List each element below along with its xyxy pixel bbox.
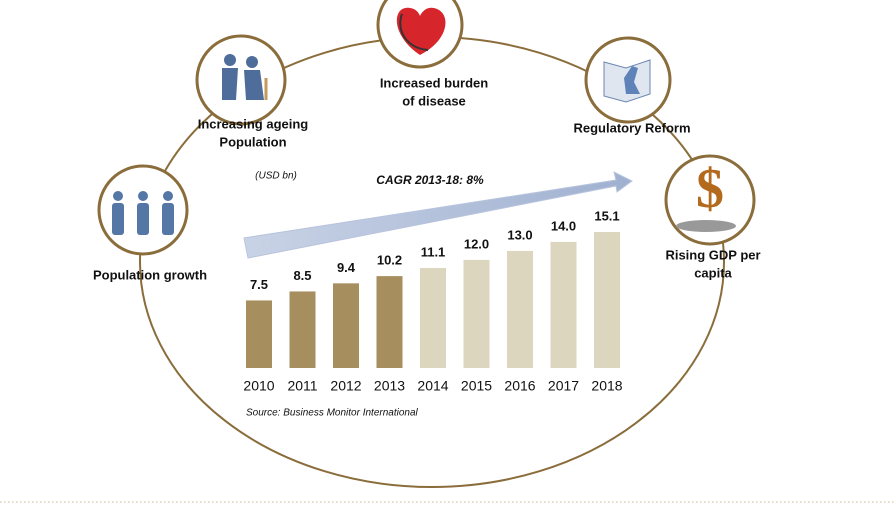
- bar: [420, 268, 446, 368]
- bar: [333, 283, 359, 368]
- value-label: 12.0: [464, 236, 489, 251]
- x-tick-label: 2014: [417, 378, 448, 394]
- value-label: 13.0: [507, 227, 532, 242]
- infographic: $ (USD bn) CAGR 2013-18: 8% Source: Busi…: [0, 0, 894, 519]
- x-tick-label: 2010: [243, 378, 274, 394]
- x-tick-label: 2017: [548, 378, 579, 394]
- x-tick-label: 2016: [504, 378, 535, 394]
- x-tick-label: 2012: [330, 378, 361, 394]
- page: {"chart_data": { "type": "bar", "unit_la…: [0, 0, 894, 519]
- driver-label: Regulatory Reform: [573, 120, 690, 135]
- driver-label: of disease: [402, 93, 466, 108]
- bar: [377, 276, 403, 368]
- driver-label: Increased burden: [380, 75, 488, 90]
- annotation: CAGR 2013-18: 8%: [376, 173, 484, 187]
- value-label: 15.1: [594, 208, 619, 223]
- driver-label: Rising GDP per: [665, 247, 760, 262]
- icon-heart: [378, 0, 462, 67]
- icon-book: [586, 38, 670, 122]
- unit-label: (USD bn): [255, 171, 297, 182]
- value-label: 8.5: [293, 268, 311, 283]
- value-label: 9.4: [337, 260, 356, 275]
- driver-label: capita: [694, 265, 732, 280]
- svg-text:$: $: [696, 158, 724, 220]
- driver-label: Population growth: [93, 267, 207, 282]
- icon-ageing: [197, 36, 285, 124]
- driver-label: Population: [219, 134, 286, 149]
- bar: [246, 300, 272, 368]
- value-label: 10.2: [377, 253, 402, 268]
- icon-dollar: $: [666, 156, 754, 244]
- icon-population: [99, 166, 187, 254]
- value-label: 11.1: [421, 244, 446, 259]
- bar: [594, 232, 620, 368]
- bar: [290, 291, 316, 368]
- driver-label: Increasing ageing: [198, 116, 309, 131]
- x-tick-label: 2018: [591, 378, 622, 394]
- source: Source: Business Monitor International: [246, 408, 419, 419]
- bar: [551, 242, 577, 368]
- x-tick-label: 2013: [374, 378, 405, 394]
- bar: [507, 251, 533, 368]
- x-tick-label: 2015: [461, 378, 492, 394]
- bar: [464, 260, 490, 368]
- value-label: 7.5: [250, 277, 268, 292]
- value-label: 14.0: [551, 218, 576, 233]
- x-tick-label: 2011: [287, 378, 317, 394]
